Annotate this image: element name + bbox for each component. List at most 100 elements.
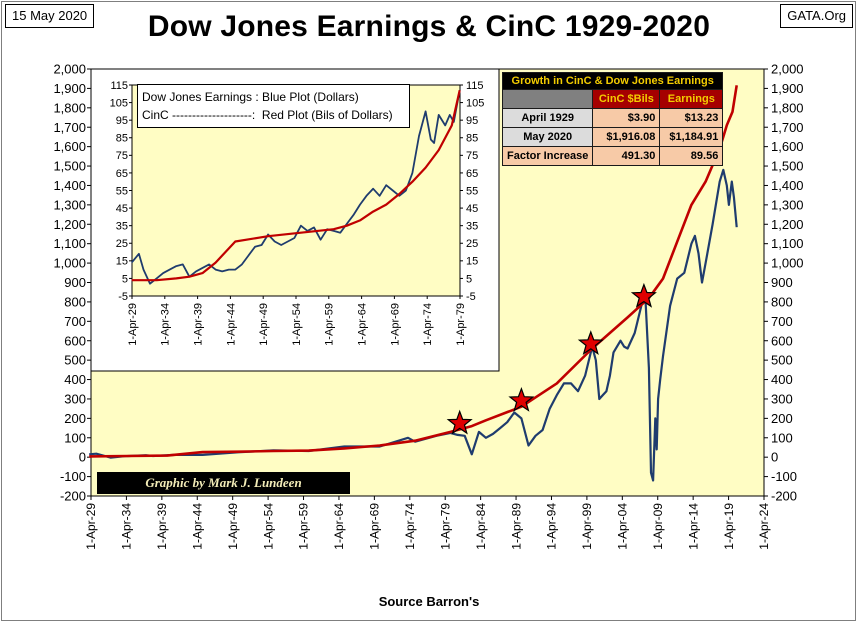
y-tick-label: 35 — [116, 221, 128, 233]
growth-table-corner — [501, 89, 594, 109]
y-tick-label: 900 — [64, 275, 86, 290]
inset-y-axis-right: -5 5 15 25 35 45 55 65 75 85 95 105 115 — [460, 80, 484, 303]
x-tick-label: 1-Apr-94 — [545, 503, 559, 550]
y-tick-label: 100 — [64, 430, 86, 445]
table-row-label: Factor Increase — [501, 146, 594, 166]
chart-title: Dow Jones Earnings & CinC 1929-2020 — [147, 10, 711, 43]
inset-legend-cinc: CinC --------------------: Red Plot (Bil… — [142, 108, 393, 122]
x-tick-label: 1-Apr-44 — [225, 303, 237, 346]
y-tick-label: 65 — [466, 168, 478, 180]
inset-y-axis-left: -5 5 15 25 35 45 55 65 75 85 95 105 115 — [110, 80, 132, 303]
y-tick-label: 105 — [466, 97, 484, 109]
y-tick-label: 1,200 — [771, 217, 804, 232]
x-tick-label: 1-Apr-09 — [651, 503, 665, 550]
growth-table-title: Growth in CinC & Dow Jones Earnings — [501, 72, 724, 90]
x-tick-label: 1-Apr-49 — [226, 503, 240, 550]
y-tick-label: 1,000 — [53, 256, 86, 271]
y-tick-label: 95 — [116, 115, 128, 127]
y-tick-label: 0 — [79, 450, 86, 465]
main-y-axis-right: -200 -100 0 100 200 300 400 500 600 700 800 900 1,00… — [764, 62, 804, 504]
x-tick-label: 1-Apr-04 — [616, 503, 630, 550]
x-tick-label: 1-Apr-69 — [368, 503, 382, 550]
x-tick-label: 1-Apr-59 — [297, 503, 311, 550]
x-tick-label: 1-Apr-84 — [474, 503, 488, 550]
x-tick-label: 1-Apr-64 — [356, 303, 368, 346]
table-row: April 1929 $3.90 $13.23 — [501, 108, 724, 128]
table-cell-cinc: 491.30 — [592, 146, 661, 166]
x-tick-label: 1-Apr-54 — [291, 303, 303, 346]
y-tick-label: 1,300 — [771, 197, 804, 212]
x-tick-label: 1-Apr-79 — [455, 303, 467, 346]
y-tick-label: 75 — [466, 150, 478, 162]
y-tick-label: -5 — [118, 291, 128, 303]
earnings-line — [131, 90, 461, 285]
y-tick-label: 700 — [771, 314, 793, 329]
x-tick-label: 1-Apr-79 — [438, 503, 452, 550]
x-tick-label: 1-Apr-44 — [190, 503, 204, 550]
x-tick-label: 1-Apr-34 — [120, 503, 134, 550]
y-tick-label: 500 — [64, 353, 86, 368]
main-x-axis: 1-Apr-29 1-Apr-34 1-Apr-39 1-Apr-44 1-Apr-49… — [84, 496, 771, 550]
table-cell-earnings: $1,184.91 — [659, 127, 724, 147]
x-tick-label: 1-Apr-29 — [127, 303, 139, 346]
y-tick-label: 1,900 — [53, 81, 86, 96]
x-tick-label: 1-Apr-19 — [722, 503, 736, 550]
x-tick-label: 1-Apr-24 — [757, 503, 771, 550]
y-tick-label: 600 — [771, 333, 793, 348]
y-tick-label: 5 — [466, 273, 472, 285]
y-tick-label: 1,800 — [771, 100, 804, 115]
table-cell-earnings: $13.23 — [659, 108, 724, 128]
star-marker — [508, 386, 535, 412]
y-tick-label: 1,000 — [771, 256, 804, 271]
y-tick-label: -100 — [771, 469, 797, 484]
y-tick-label: 1,300 — [53, 197, 86, 212]
y-tick-label: -200 — [60, 489, 86, 504]
inset-x-axis: 1-Apr-29 1-Apr-34 1-Apr-39 1-Apr-44 1-Apr-49… — [127, 296, 467, 346]
table-cell-cinc: $1,916.08 — [592, 127, 661, 147]
table-cell-earnings: 89.56 — [659, 146, 724, 166]
x-tick-label: 1-Apr-14 — [686, 503, 700, 550]
y-tick-label: -200 — [771, 489, 797, 504]
table-row-label: May 2020 — [501, 127, 594, 147]
inset-legend-earnings: Dow Jones Earnings : Blue Plot (Dollars) — [142, 90, 359, 104]
y-tick-label: 100 — [771, 430, 793, 445]
y-tick-label: 1,500 — [53, 159, 86, 174]
y-tick-label: 105 — [110, 97, 128, 109]
growth-table: Growth in CinC & Dow Jones Earnings CinC… — [501, 72, 724, 166]
growth-table-header-row: CinC $Bils Earnings — [501, 89, 724, 109]
star-marker — [630, 282, 657, 308]
x-tick-label: 1-Apr-59 — [324, 303, 336, 346]
x-tick-label: 1-Apr-74 — [422, 303, 434, 346]
y-tick-label: 2,000 — [53, 62, 86, 77]
x-tick-label: 1-Apr-69 — [389, 303, 401, 346]
y-tick-label: 15 — [466, 256, 478, 268]
x-tick-label: 1-Apr-34 — [160, 303, 172, 346]
y-tick-label: 65 — [116, 168, 128, 180]
cinc-line — [131, 90, 461, 282]
table-cell-cinc: $3.90 — [592, 108, 661, 128]
main-stars — [446, 282, 657, 435]
y-tick-label: 1,700 — [53, 120, 86, 135]
y-tick-label: 1,200 — [53, 217, 86, 232]
y-tick-label: 75 — [116, 150, 128, 162]
star-marker — [446, 409, 473, 435]
y-tick-label: 900 — [771, 275, 793, 290]
source-note: Source Barron's — [378, 594, 480, 609]
x-tick-label: 1-Apr-99 — [580, 503, 594, 550]
y-tick-label: 55 — [466, 185, 478, 197]
table-row-label: April 1929 — [501, 108, 594, 128]
date-label: 15 May 2020 — [5, 4, 95, 28]
x-tick-label: 1-Apr-74 — [403, 503, 417, 550]
main-series — [89, 85, 738, 482]
growth-table-header-cinc: CinC $Bils — [592, 89, 661, 109]
y-tick-label: 1,600 — [53, 139, 86, 154]
y-tick-label: 1,900 — [771, 81, 804, 96]
y-tick-label: 55 — [116, 185, 128, 197]
y-tick-label: 1,700 — [771, 120, 804, 135]
y-tick-label: 35 — [466, 221, 478, 233]
y-tick-label: 1,400 — [53, 178, 86, 193]
y-tick-label: 400 — [771, 372, 793, 387]
y-tick-label: 1,100 — [53, 236, 86, 251]
inset-legend: Dow Jones Earnings : Blue Plot (Dollars)… — [137, 84, 410, 128]
x-tick-label: 1-Apr-54 — [261, 503, 275, 550]
